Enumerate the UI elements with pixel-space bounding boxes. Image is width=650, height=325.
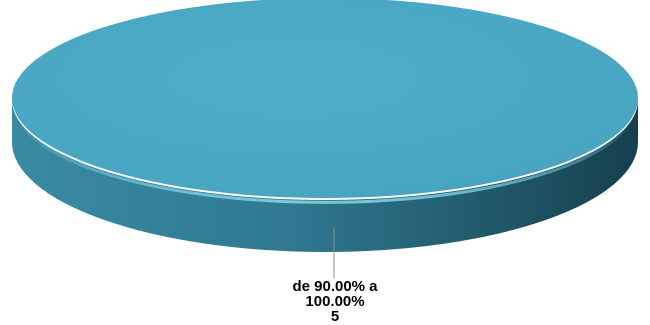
slice-value-label: 5	[330, 308, 340, 325]
slice-label-line-1: de 90.00% a	[292, 278, 378, 295]
pie-slice-side	[12, 100, 638, 252]
pie-rim-highlight	[16, 117, 634, 204]
slice-label-line-2: 100.00%	[305, 293, 365, 310]
slice-data-label: de 90.00% a 100.00% 5	[255, 279, 415, 324]
pie-slice	[12, 0, 638, 198]
